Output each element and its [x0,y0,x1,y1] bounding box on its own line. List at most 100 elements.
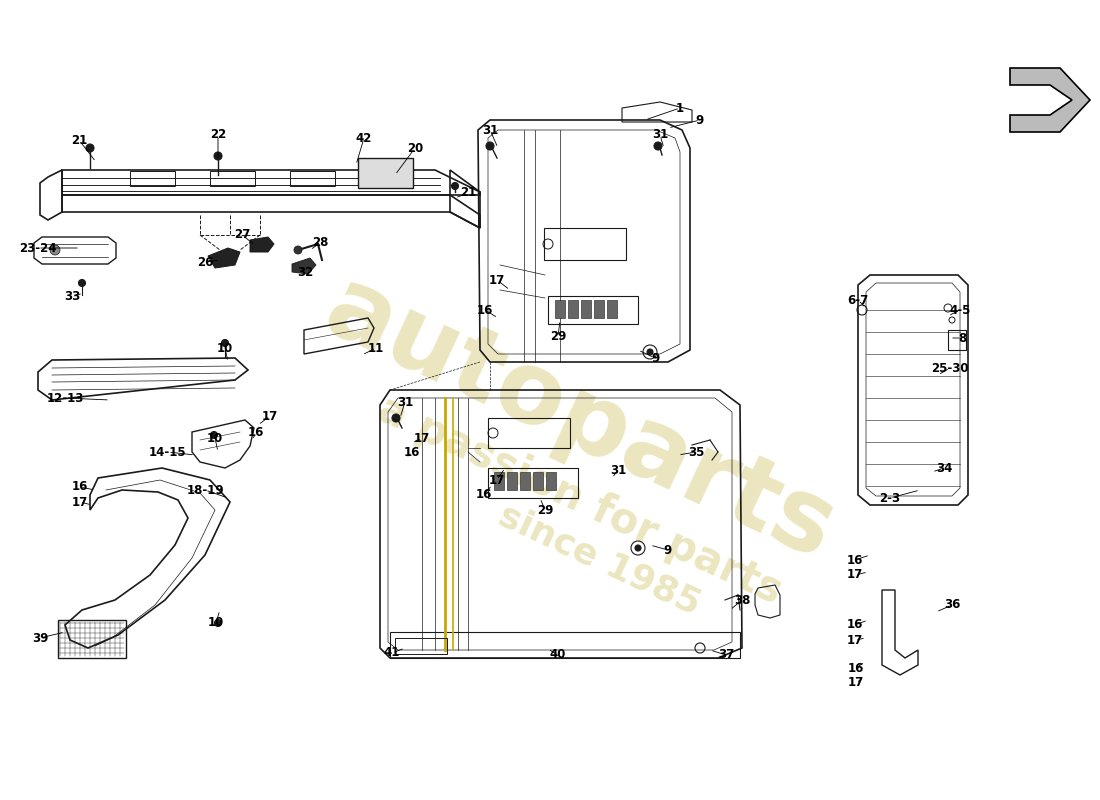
Bar [290,171,336,186]
Circle shape [647,349,653,355]
Text: autoparts: autoparts [310,260,850,580]
Bar [488,468,578,498]
Circle shape [210,431,218,438]
Text: 37: 37 [718,649,734,662]
Text: 17: 17 [848,677,865,690]
Text: 38: 38 [734,594,750,606]
Circle shape [214,152,222,160]
Bar [395,638,447,654]
Bar [494,472,504,490]
Text: 42: 42 [355,131,372,145]
Bar [544,228,626,260]
Circle shape [635,545,641,551]
Bar [581,300,591,318]
Polygon shape [1010,68,1090,132]
Text: 16: 16 [476,303,493,317]
Text: 41: 41 [384,646,400,659]
Text: 34: 34 [936,462,953,474]
Bar [358,158,412,188]
Text: 9: 9 [651,351,659,365]
Text: 28: 28 [311,237,328,250]
Text: 31: 31 [482,123,498,137]
Circle shape [50,245,60,255]
Text: 9: 9 [696,114,704,126]
Text: 17: 17 [72,495,88,509]
Text: 17: 17 [488,474,505,486]
Text: 10: 10 [208,615,224,629]
Text: 26: 26 [197,255,213,269]
Text: 9: 9 [664,543,672,557]
Text: 29: 29 [550,330,566,343]
Text: 17: 17 [847,634,864,646]
Text: 10: 10 [217,342,233,354]
Bar [594,300,604,318]
Text: 22: 22 [210,129,227,142]
Circle shape [86,144,94,152]
Text: 6-7: 6-7 [847,294,869,306]
Text: 23-24: 23-24 [20,242,57,254]
Text: 31: 31 [652,129,668,142]
Text: 33: 33 [64,290,80,303]
Text: 16: 16 [476,489,492,502]
Text: 14-15: 14-15 [150,446,187,458]
Text: 35: 35 [688,446,704,458]
Circle shape [654,142,662,150]
Bar [210,171,255,186]
Text: 20: 20 [407,142,424,154]
Bar [390,632,740,658]
Bar [130,171,175,186]
Text: 16: 16 [72,481,88,494]
Text: since 1985: since 1985 [494,498,706,622]
Text: 25-30: 25-30 [932,362,969,374]
Circle shape [214,619,221,626]
Circle shape [78,279,86,286]
Circle shape [392,414,400,422]
Text: 17: 17 [488,274,505,286]
Text: 31: 31 [609,463,626,477]
Text: 17: 17 [847,569,864,582]
Text: 27: 27 [234,229,250,242]
Text: 12-13: 12-13 [46,391,84,405]
Bar [58,620,126,658]
Polygon shape [292,258,316,274]
Text: 39: 39 [32,631,48,645]
Text: 32: 32 [297,266,313,279]
Text: 4-5: 4-5 [949,303,970,317]
Text: 2-3: 2-3 [879,491,901,505]
Bar [520,472,530,490]
Text: 36: 36 [944,598,960,611]
Polygon shape [250,237,274,252]
Bar [568,300,578,318]
Text: 16: 16 [847,554,864,566]
Bar [360,171,405,186]
Text: 29: 29 [537,503,553,517]
Text: 18-19: 18-19 [186,483,223,497]
Text: 16: 16 [847,618,864,631]
Bar [607,300,617,318]
Circle shape [486,142,494,150]
Bar [488,418,570,448]
Text: 10: 10 [207,431,223,445]
Text: 40: 40 [550,649,566,662]
Circle shape [451,182,459,190]
Bar [948,330,966,350]
Text: 21: 21 [460,186,476,199]
Circle shape [221,339,229,346]
Text: 17: 17 [262,410,278,422]
Bar [548,296,638,324]
Polygon shape [208,248,240,268]
Text: 1: 1 [675,102,684,114]
Text: 11: 11 [367,342,384,354]
Bar [507,472,517,490]
Text: 17: 17 [414,431,430,445]
Text: 16: 16 [248,426,264,439]
Text: 16: 16 [848,662,865,674]
Text: 16: 16 [404,446,420,458]
Circle shape [294,246,302,254]
Bar [556,300,565,318]
Text: a passion for parts: a passion for parts [371,388,789,612]
Bar [546,472,556,490]
Text: 31: 31 [397,395,414,409]
Bar [534,472,543,490]
Text: 21: 21 [70,134,87,146]
